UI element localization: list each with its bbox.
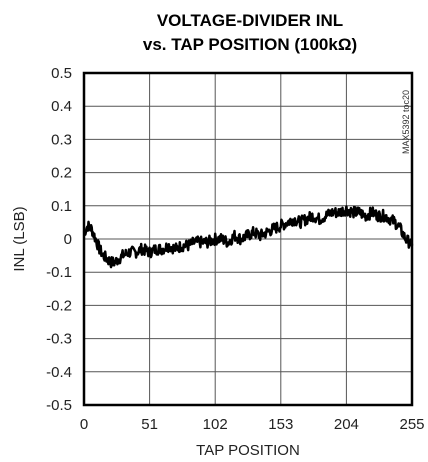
y-tick-label: -0.1 [46, 264, 72, 281]
chart-title-line2: vs. TAP POSITION (100kΩ) [143, 35, 357, 54]
x-tick-label: 204 [334, 416, 359, 433]
chart-title-line1: VOLTAGE-DIVIDER INL [157, 11, 343, 30]
x-axis-label: TAP POSITION [196, 442, 300, 459]
x-tick-label: 51 [141, 416, 158, 433]
x-tick-label: 0 [80, 416, 88, 433]
y-tick-label: -0.5 [46, 397, 72, 414]
y-tick-label: -0.4 [46, 364, 72, 381]
x-tick-label: 102 [203, 416, 228, 433]
series-line-inl [82, 205, 414, 269]
grid-lines [83, 72, 413, 406]
y-axis-label: INL (LSB) [11, 206, 28, 271]
y-tick-label: 0.1 [51, 198, 72, 215]
y-tick-label: -0.2 [46, 297, 72, 314]
x-tick-label: 255 [399, 416, 424, 433]
figure-code-note: MAX5392 toc20 [401, 90, 411, 154]
tick-labels: 0 51 102 153 204 255 0.5 0.4 0.3 0.2 0.1 0 -0.1 -0.2 -… [46, 65, 424, 433]
x-tick-label: 153 [268, 416, 293, 433]
y-tick-label: 0.5 [51, 65, 72, 82]
y-tick-label: 0.3 [51, 131, 72, 148]
y-tick-label: 0.2 [51, 165, 72, 182]
y-tick-label: 0.4 [51, 98, 72, 115]
y-tick-label: -0.3 [46, 331, 72, 348]
y-tick-label: 0 [64, 231, 72, 248]
